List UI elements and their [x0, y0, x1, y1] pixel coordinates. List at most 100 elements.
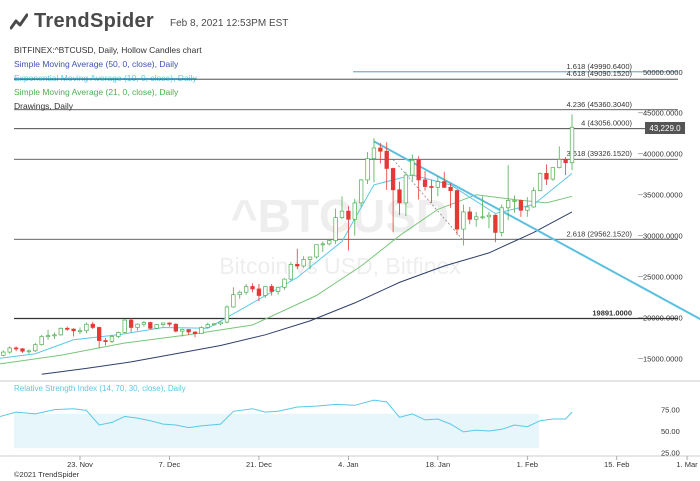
- candle-body: [243, 286, 249, 293]
- price-tick-label: 30000.0000: [643, 232, 683, 241]
- candle-body: [346, 210, 351, 220]
- legend-sma21[interactable]: Simple Moving Average (21, 0, close), Da…: [14, 87, 179, 97]
- fib-level-label: 4 (43056.0000): [581, 119, 632, 128]
- fib-level-label: 2.618 (29562.1520): [567, 229, 633, 238]
- candle-body: [77, 330, 83, 333]
- rsi-tick-label: 50.00: [661, 427, 680, 436]
- candle-body: [90, 323, 95, 328]
- candle-body: [1, 351, 6, 356]
- fib-level-label: 4.618 (49090.1520): [567, 69, 633, 78]
- candle-body: [352, 202, 357, 220]
- legend-symbol: BITFINEX:^BTCUSD, Daily, Hollow Candles …: [14, 45, 202, 55]
- time-axis: 23. Nov 7. Dec 21. Dec 4. Jan 18. Jan 1. Feb 1…: [0, 455, 700, 469]
- candle-body: [384, 150, 389, 169]
- candle-body: [275, 286, 281, 292]
- candle-body: [128, 319, 134, 328]
- brand-logo: TrendSpider: [10, 10, 154, 33]
- candle-body: [314, 244, 319, 258]
- legend-ema10[interactable]: Exponential Moving Average (10, 0, close…: [14, 73, 197, 83]
- candle-body: [557, 159, 562, 168]
- header-datetime: Feb 8, 2021 12:53PM EST: [170, 18, 289, 29]
- header: TrendSpider Feb 8, 2021 12:53PM EST: [10, 10, 288, 33]
- candle-body: [435, 181, 440, 188]
- candle-body: [448, 186, 453, 191]
- price-tick-label: 35000.0000: [643, 191, 683, 200]
- price-tick-label: 45000.0000: [643, 109, 683, 118]
- rsi-tick-label: 75.00: [661, 406, 680, 415]
- candle-body: [320, 243, 325, 246]
- candle-body: [397, 189, 402, 204]
- rsi-tick-label: 25.00: [661, 448, 680, 457]
- time-tick-label: 7. Dec: [159, 460, 181, 469]
- candle-body: [13, 347, 19, 350]
- fib-level-label: 4.236 (45360.3040): [567, 100, 633, 109]
- candle-body: [26, 350, 32, 353]
- legend-sma50[interactable]: Simple Moving Average (50, 0, close), Da…: [14, 59, 179, 69]
- candle-body: [263, 286, 268, 296]
- candle-body: [237, 291, 242, 296]
- candle-body: [327, 240, 332, 245]
- rsi-label: Relative Strength Index (14, 70, 30, clo…: [14, 384, 186, 393]
- price-tick-label: 40000.0000: [643, 150, 683, 159]
- candle-body: [461, 211, 466, 230]
- candle-body: [71, 328, 76, 332]
- legend-drawings[interactable]: Drawings, Daily: [14, 101, 74, 111]
- price-badge: 43,229.0: [645, 122, 685, 134]
- candle-body: [454, 190, 460, 230]
- candle-body: [160, 322, 166, 325]
- candle-body: [65, 327, 70, 330]
- price-badge-bg: [645, 122, 685, 134]
- time-tick-label: 1. Feb: [517, 460, 538, 469]
- watermark-name: Bitcoin vs USD, Bitfinex: [219, 253, 461, 279]
- candle-body: [307, 256, 313, 260]
- candle-body: [173, 323, 179, 332]
- candle-body: [186, 329, 191, 333]
- time-tick-label: 23. Nov: [67, 460, 93, 469]
- candle-body: [288, 264, 294, 280]
- candle-body: [39, 336, 44, 346]
- candle-body: [7, 347, 12, 353]
- candle-body: [474, 216, 479, 220]
- candle-body: [442, 181, 447, 188]
- fib-level-label: 1.618 (49990.6400): [567, 62, 633, 71]
- candle-body: [199, 327, 204, 334]
- chart-legend: BITFINEX:^BTCUSD, Daily, Hollow Candles …: [14, 43, 202, 113]
- candle-body: [84, 323, 89, 332]
- candle-body: [103, 340, 108, 342]
- candle-body: [505, 200, 511, 209]
- candle-body: [205, 324, 210, 328]
- candle-body: [256, 288, 262, 296]
- time-tick-label: 1. Mar: [676, 460, 698, 469]
- candle-body: [422, 179, 428, 187]
- dashed-trendline: [392, 159, 464, 241]
- candle-body: [212, 323, 217, 326]
- candle-body: [390, 168, 396, 191]
- candle-body: [250, 286, 255, 290]
- candle-body: [537, 173, 543, 191]
- candle-body: [410, 159, 415, 176]
- price-tick-label: 50000.0000: [643, 68, 683, 77]
- candle-body: [518, 200, 524, 211]
- candle-body: [33, 344, 38, 352]
- descending-trendline: [373, 140, 700, 321]
- candle-body: [192, 331, 198, 334]
- price-tick-label: 25000.0000: [643, 273, 683, 282]
- candle-body: [20, 348, 25, 352]
- ema10-line: [0, 173, 573, 359]
- price-badge-text: 43,229.0: [649, 124, 681, 133]
- trendlines[interactable]: [373, 140, 700, 325]
- candle-body: [116, 332, 121, 337]
- candle-body: [378, 147, 383, 152]
- candle-body: [550, 167, 556, 180]
- candle-body: [339, 210, 345, 218]
- candle-body: [269, 286, 274, 292]
- time-tick-label: 21. Dec: [246, 460, 272, 469]
- candle-body: [148, 322, 153, 329]
- time-tick-label: 4. Jan: [338, 460, 358, 469]
- fib-level-label: 19891.0000: [592, 309, 632, 318]
- price-axis: 50000.0000 45000.0000 40000.0000 35000.0000…: [638, 68, 683, 364]
- candle-body: [569, 126, 575, 164]
- candle-body: [135, 323, 140, 328]
